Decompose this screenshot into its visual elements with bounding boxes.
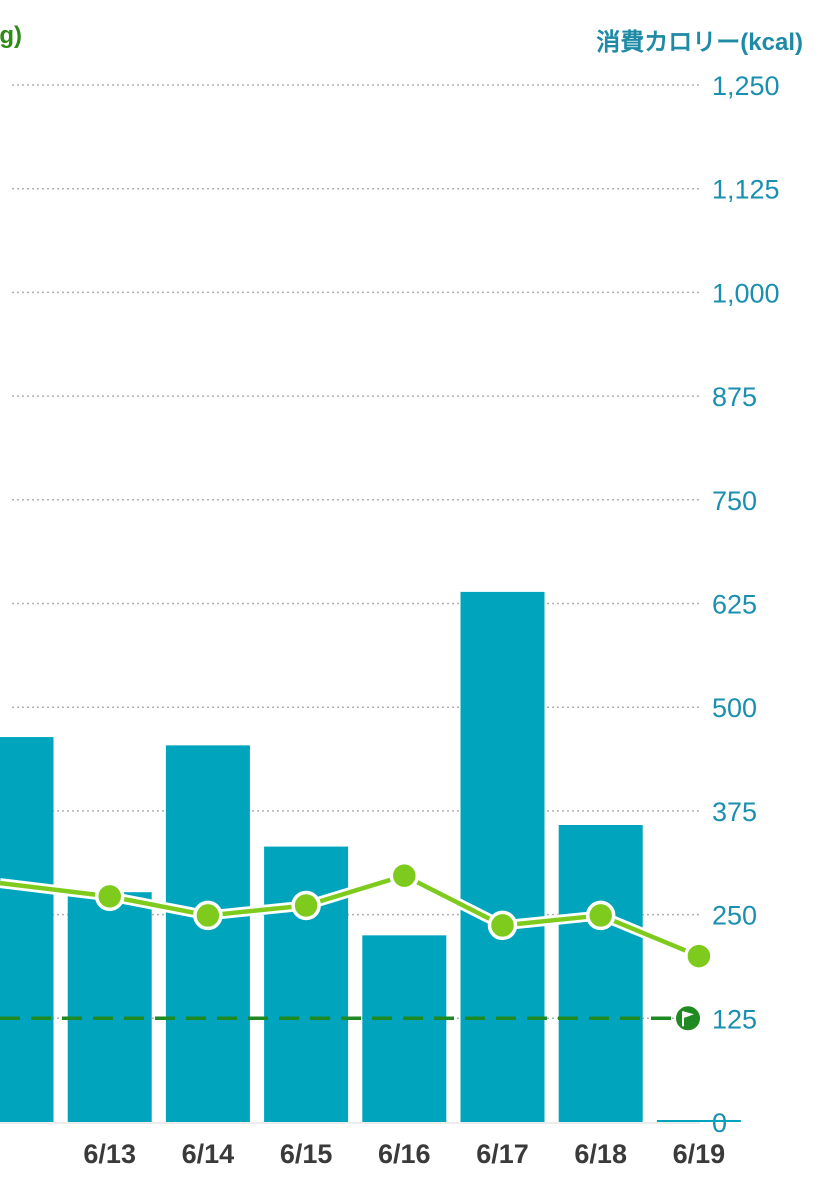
flag-icon xyxy=(674,1004,702,1033)
x-tick-label: 6/13 xyxy=(83,1139,136,1169)
bar xyxy=(264,846,349,1122)
y-tick-label: 0 xyxy=(712,1108,727,1138)
y-tick-label: 125 xyxy=(712,1004,757,1034)
bar xyxy=(0,737,54,1122)
y-tick-label: 1,250 xyxy=(712,71,780,101)
bar xyxy=(165,745,250,1122)
weight-point xyxy=(94,881,125,912)
y-tick-label: 1,125 xyxy=(712,175,780,205)
weight-point xyxy=(389,860,420,891)
bar xyxy=(362,935,447,1122)
x-tick-label: 6/16 xyxy=(378,1139,431,1169)
weight-line xyxy=(0,873,700,959)
x-tick-label: 6/15 xyxy=(280,1139,333,1169)
x-tick-label: 6/14 xyxy=(182,1139,235,1169)
left-axis-title: kg) xyxy=(0,22,22,49)
x-tick-label: 6/19 xyxy=(673,1139,726,1169)
weight-point xyxy=(291,890,321,921)
x-tick-label: 6/17 xyxy=(476,1139,529,1169)
weight-point xyxy=(193,900,223,931)
bar xyxy=(656,1120,741,1122)
right-axis-title: 消費カロリー(kcal) xyxy=(596,29,803,56)
weight-point xyxy=(684,941,714,971)
y-tick-label: 500 xyxy=(712,693,757,723)
y-tick-label: 375 xyxy=(712,797,757,827)
flag-icon-banner xyxy=(683,1011,694,1019)
weight-point xyxy=(585,900,616,931)
y-tick-label: 875 xyxy=(712,382,757,412)
y-tick-label: 625 xyxy=(712,590,757,620)
weight-point xyxy=(487,910,518,941)
y-tick-label: 750 xyxy=(712,486,757,516)
y-tick-label: 250 xyxy=(712,901,757,931)
x-tick-label: 6/18 xyxy=(574,1139,627,1169)
bar xyxy=(67,892,152,1122)
bar xyxy=(460,591,545,1122)
y-tick-label: 1,000 xyxy=(712,278,780,308)
bar xyxy=(558,825,643,1122)
